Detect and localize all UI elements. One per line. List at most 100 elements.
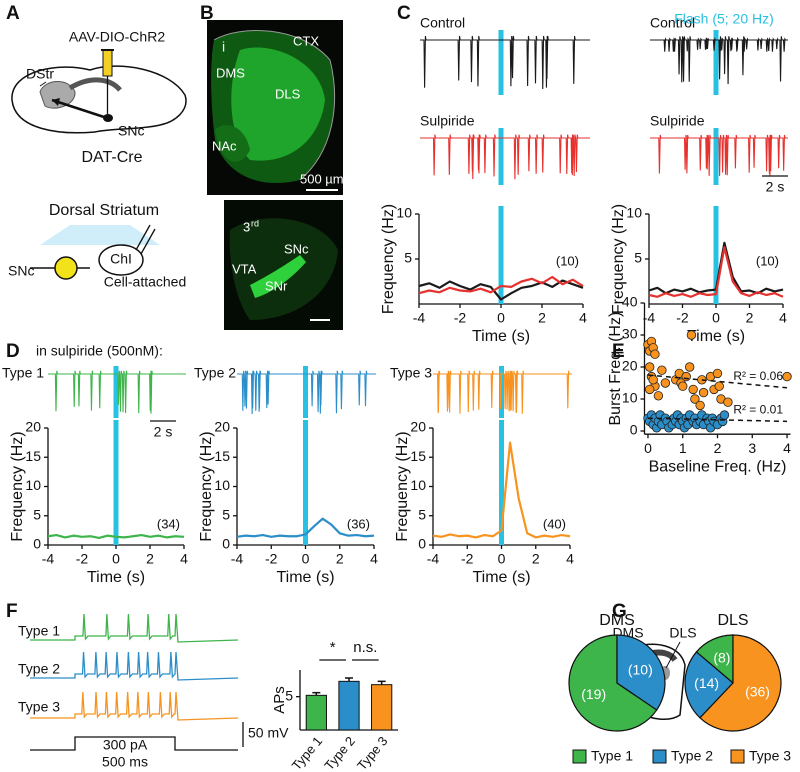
slice-label: (19) <box>581 686 606 702</box>
y-tick-label: 10 <box>396 205 412 221</box>
scatter-point <box>645 384 655 395</box>
scatter-point <box>650 349 660 359</box>
x-axis-label: Baseline Freq. (Hz) <box>649 458 787 475</box>
stim-bar <box>713 206 719 304</box>
sub-label: i <box>222 39 225 55</box>
spike-trace <box>650 134 788 176</box>
scatter-point <box>653 391 664 401</box>
spike-trace <box>650 36 788 85</box>
panel-label: D <box>6 341 20 362</box>
trace-label: Type 1 <box>2 365 44 381</box>
scatter-point <box>782 371 792 382</box>
legend-label: Type 3 <box>749 748 791 764</box>
step-label: 500 ms <box>102 754 148 770</box>
x-tick-label: -4 <box>231 551 244 567</box>
scatter-point <box>690 394 700 404</box>
annotation: (36) <box>347 516 370 531</box>
trace-label: Sulpiride <box>420 113 475 129</box>
label: ChI <box>110 251 132 267</box>
y-tick-label: 40 <box>622 294 638 310</box>
scale-label: 500 µm <box>300 171 344 186</box>
x-tick-label: 3 <box>748 440 756 456</box>
scatter-point <box>678 381 688 391</box>
region-label: 3 <box>243 219 250 234</box>
data-line <box>648 246 784 298</box>
label: DAT-Cre <box>81 149 142 166</box>
panel-label: G <box>612 601 627 622</box>
x-tick-label: 0 <box>498 551 506 567</box>
bar <box>338 680 360 731</box>
x-tick-label: Type 3 <box>354 733 391 772</box>
significance-label: * <box>330 639 336 656</box>
condition-label: in sulpiride (500nM): <box>36 343 163 359</box>
x-tick-label: 4 <box>779 310 787 326</box>
scatter-point <box>712 368 723 379</box>
pie-slice <box>616 634 666 711</box>
x-axis-label: Time (s) <box>687 328 745 345</box>
region-label: DMS <box>216 65 245 80</box>
x-tick-label: 0 <box>112 551 120 567</box>
bar <box>371 684 393 731</box>
stim-bar <box>303 366 308 418</box>
y-tick-label: 10 <box>25 477 41 493</box>
x-tick-label: Type 2 <box>321 733 358 772</box>
pie-slice <box>699 634 782 732</box>
panel-label: B <box>200 3 214 24</box>
y-tick-label: 20 <box>622 358 638 374</box>
pie-title: DMS <box>599 612 635 629</box>
y-axis-label: Burst Freq. (Hz) <box>607 312 624 426</box>
x-tick-label: 0 <box>712 310 720 326</box>
significance-label: n.s. <box>353 639 377 656</box>
r2-label: R² = 0.06 <box>733 369 783 383</box>
data-line <box>432 441 571 539</box>
y-tick-label: 0 <box>630 422 638 438</box>
y-tick-label: 20 <box>214 419 230 435</box>
pie-slice <box>684 651 734 719</box>
x-tick-label: 2 <box>532 551 540 567</box>
y-tick-label: 0 <box>222 536 230 552</box>
x-tick-label: -2 <box>676 310 689 326</box>
label: Cell-attached <box>104 274 187 290</box>
x-tick-label: 2 <box>336 551 344 567</box>
slice-label: (10) <box>628 661 653 677</box>
stim-bar <box>498 206 504 304</box>
data-line <box>236 517 375 538</box>
stim-bar <box>498 128 504 185</box>
brain-diagram <box>11 49 187 134</box>
x-tick-label: -4 <box>42 551 55 567</box>
legend-swatch <box>572 749 587 764</box>
scatter-point <box>719 410 730 420</box>
x-tick-label: 4 <box>579 310 587 326</box>
scatter-point <box>648 375 658 385</box>
x-tick-label: 0 <box>497 310 505 326</box>
data-line <box>418 275 584 295</box>
legend-swatch <box>730 749 745 764</box>
pie-slice <box>568 634 658 732</box>
trace-label: Control <box>420 15 465 31</box>
y-tick-label: 5 <box>404 250 412 266</box>
stim-bar <box>713 128 719 185</box>
y-axis-label: Frequency (Hz) <box>610 204 627 314</box>
stim-bar <box>303 420 308 545</box>
slice-label: (36) <box>745 683 770 699</box>
slice-label: (14) <box>694 675 719 691</box>
scatter-point <box>645 362 655 372</box>
histology-image <box>207 20 343 330</box>
trace-label: Type 3 <box>18 699 60 715</box>
voltage-trace <box>30 691 239 721</box>
trace-label: Type 1 <box>18 623 60 639</box>
trace-label: Type 2 <box>194 365 236 381</box>
label: AAV-DIO-ChR2 <box>69 29 165 45</box>
spike-trace <box>420 134 590 180</box>
scatter-point <box>688 384 698 395</box>
y-axis-label: APs <box>271 686 288 714</box>
x-axis-label: Time (s) <box>472 328 530 345</box>
x-tick-label: 0 <box>644 440 652 456</box>
x-tick-label: -2 <box>265 551 278 567</box>
panel-label: A <box>6 3 20 24</box>
y-tick-label: 15 <box>410 448 426 464</box>
region-label: NAc <box>212 138 237 153</box>
spike-trace <box>433 370 572 414</box>
x-tick-label: -4 <box>413 310 426 326</box>
x-tick-label: -2 <box>76 551 89 567</box>
